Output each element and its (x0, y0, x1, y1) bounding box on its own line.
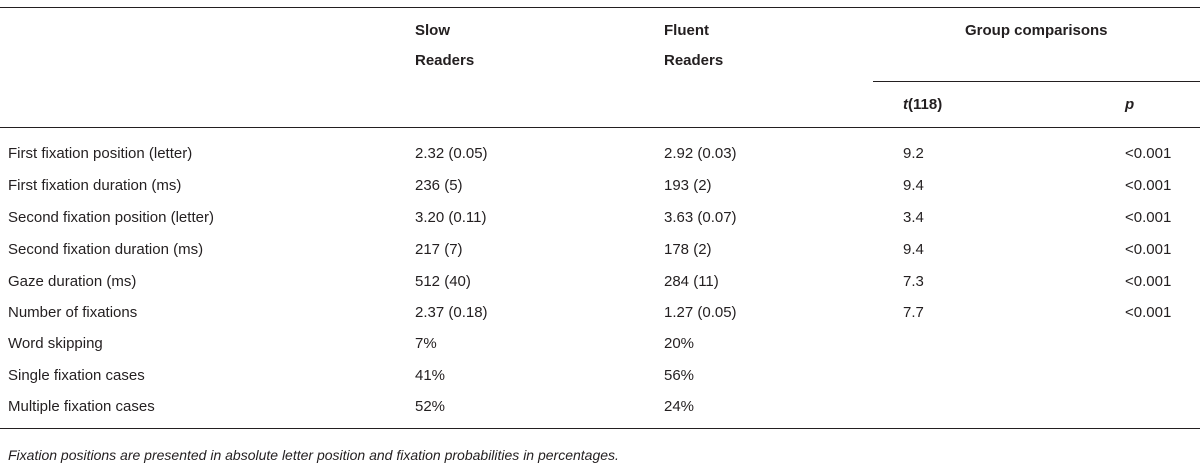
row-label: Gaze duration (ms) (8, 273, 137, 290)
header-t-stat: t(118) (903, 96, 942, 114)
row-label: Second fixation position (letter) (8, 209, 214, 226)
cell-p: <0.001 (1125, 145, 1172, 162)
row-label: First fixation position (letter) (8, 145, 193, 162)
cell-fluent: 56% (664, 367, 695, 384)
t-df: (118) (908, 96, 943, 113)
header-slow-line2: Readers (415, 52, 475, 69)
cell-fluent: 1.27 (0.05) (664, 304, 737, 321)
row-label: Word skipping (8, 335, 103, 352)
cell-slow: 236 (5) (415, 177, 463, 194)
cell-t: 9.2 (903, 145, 924, 162)
cell-p: <0.001 (1125, 177, 1172, 194)
group-comparisons-rule (873, 81, 1200, 82)
table-top-rule (0, 7, 1200, 8)
cell-t: 7.3 (903, 273, 924, 290)
row-label: Single fixation cases (8, 367, 145, 384)
cell-fluent: 3.63 (0.07) (664, 209, 737, 226)
header-group-comparisons: Group comparisons (965, 22, 1108, 39)
header-fluent-line1: Fluent (664, 22, 709, 39)
cell-p: <0.001 (1125, 241, 1172, 258)
row-label: Multiple fixation cases (8, 398, 155, 415)
cell-fluent: 193 (2) (664, 177, 712, 194)
table-bottom-rule (0, 428, 1200, 429)
cell-p: <0.001 (1125, 273, 1172, 290)
cell-slow: 2.32 (0.05) (415, 145, 488, 162)
header-fluent-line2: Readers (664, 52, 724, 69)
cell-fluent: 284 (11) (664, 273, 719, 290)
row-label: Number of fixations (8, 304, 138, 321)
header-bottom-rule (0, 127, 1200, 128)
cell-p: <0.001 (1125, 304, 1172, 321)
cell-t: 9.4 (903, 241, 924, 258)
cell-slow: 7% (415, 335, 437, 352)
cell-slow: 52% (415, 398, 446, 415)
cell-t: 3.4 (903, 209, 924, 226)
cell-slow: 217 (7) (415, 241, 463, 258)
row-label: Second fixation duration (ms) (8, 241, 204, 258)
header-p-value: p (1125, 96, 1135, 113)
row-label: First fixation duration (ms) (8, 177, 182, 194)
cell-t: 9.4 (903, 177, 924, 194)
t-symbol: t (903, 96, 908, 113)
cell-fluent: 24% (664, 398, 695, 415)
cell-t: 7.7 (903, 304, 924, 321)
cell-fluent: 2.92 (0.03) (664, 145, 737, 162)
cell-slow: 41% (415, 367, 446, 384)
cell-fluent: 178 (2) (664, 241, 712, 258)
cell-p: <0.001 (1125, 209, 1172, 226)
cell-slow: 2.37 (0.18) (415, 304, 488, 321)
header-slow-line1: Slow (415, 22, 451, 39)
cell-slow: 512 (40) (415, 273, 471, 290)
cell-slow: 3.20 (0.11) (415, 209, 487, 226)
cell-fluent: 20% (664, 335, 695, 352)
table-footnote: Fixation positions are presented in abso… (8, 447, 619, 463)
